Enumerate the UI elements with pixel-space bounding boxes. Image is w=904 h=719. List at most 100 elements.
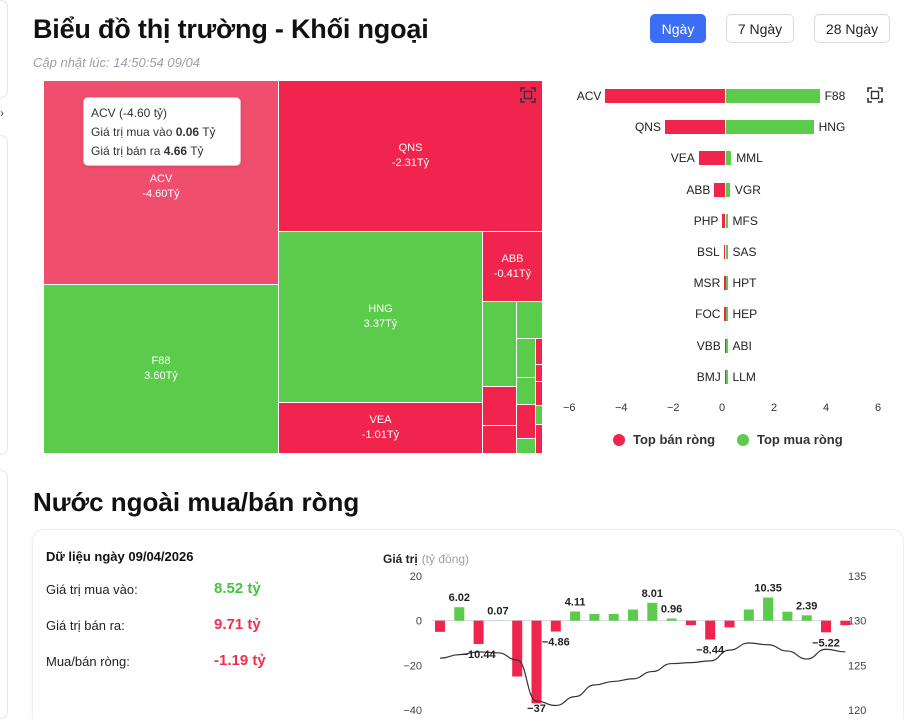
bar-sell-bsl[interactable] (723, 245, 726, 259)
net-section-title: Nước ngoài mua/bán ròng (33, 487, 360, 517)
bar-sell-msr[interactable] (724, 276, 726, 291)
bar-buy-mfs[interactable] (726, 213, 728, 228)
treemap-tile-small[interactable] (535, 364, 543, 382)
y2-axis-tick: 120 (848, 705, 866, 717)
bar-buy-sas[interactable] (726, 245, 728, 259)
bar-buy-vgr[interactable] (726, 182, 730, 197)
bar-label-sell: ACV (576, 89, 602, 103)
net-bar[interactable] (705, 620, 716, 640)
range-button-day[interactable]: Ngày (650, 14, 706, 43)
treemap-tile-small[interactable] (516, 338, 536, 378)
treemap-tile-small[interactable] (482, 425, 517, 454)
bar-sell-vbb[interactable] (724, 338, 727, 353)
net-bar[interactable] (840, 620, 851, 626)
net-bar[interactable] (531, 620, 542, 704)
data-label: 2.39 (796, 600, 817, 612)
net-bar[interactable] (724, 620, 735, 628)
data-label: 10.35 (754, 583, 782, 595)
y2-axis-tick: 130 (848, 616, 866, 628)
net-bar[interactable] (435, 620, 445, 632)
y-axis-tick: −20 (403, 660, 422, 672)
net-bar[interactable] (628, 609, 638, 621)
updated-time: Cập nhật lúc: 14:50:54 09/04 (33, 55, 200, 70)
net-bar[interactable] (589, 613, 600, 621)
bar-label-buy: SAS (732, 245, 757, 259)
net-bar[interactable] (782, 611, 793, 621)
net-bar[interactable] (763, 597, 774, 621)
treemap-tile-vea[interactable]: VEA -1.01Tỷ (278, 402, 483, 454)
net-panel (32, 529, 904, 719)
treemap-tile-qns[interactable]: QNS -2.31Tỷ (278, 80, 543, 232)
net-bar[interactable] (454, 607, 465, 621)
bar-label-buy: HNG (818, 120, 846, 135)
bar-buy-llm[interactable] (726, 369, 728, 384)
bar-sell-acv[interactable] (605, 89, 725, 103)
treemap-tile-small[interactable] (482, 301, 517, 387)
net-bar[interactable] (743, 609, 754, 621)
net-bar[interactable] (570, 611, 581, 621)
bar-buy-abi[interactable] (726, 338, 728, 353)
bar-buy-hpt[interactable] (726, 276, 728, 291)
bar-label-buy: VGR (734, 182, 761, 197)
net-bar[interactable] (666, 618, 677, 621)
treemap-tile-small[interactable] (535, 405, 543, 425)
expand-icon[interactable] (867, 87, 883, 103)
expand-icon[interactable] (520, 87, 536, 103)
treemap-tile-small[interactable] (516, 438, 536, 454)
treemap-tile-small[interactable] (482, 386, 517, 426)
treemap-tile-abb[interactable]: ABB -0.41Tỷ (482, 231, 543, 302)
buy-label: Giá trị mua vào: (46, 582, 138, 597)
y2-axis-tick: 135 (848, 571, 866, 583)
legend-buy[interactable]: Top mua ròng (737, 432, 843, 447)
data-date: Dữ liệu ngày 09/04/2026 (46, 549, 194, 564)
net-bar[interactable] (550, 620, 561, 632)
treemap-tile-small[interactable] (516, 301, 543, 339)
bar-label-sell: BSL (697, 245, 720, 259)
treemap-tile-small[interactable] (516, 377, 536, 405)
treemap-tile-f88[interactable]: F88 3.60Tỷ (43, 284, 279, 454)
bar-buy-mml[interactable] (726, 151, 732, 166)
net-bar[interactable] (512, 620, 523, 677)
treemap-tile-hng[interactable]: HNG 3.37Tỷ (278, 231, 483, 403)
sell-value: 9.71 tỷ (214, 616, 261, 633)
tile-value: -2.31Tỷ (391, 157, 430, 169)
net-bar[interactable] (821, 620, 831, 633)
net-label: Mua/bán ròng: (46, 654, 130, 669)
bar-sell-abb[interactable] (714, 182, 725, 197)
y2-axis-tick: 125 (848, 660, 866, 672)
tile-name: VEA (369, 414, 392, 426)
x-axis-tick: −2 (667, 402, 680, 414)
bar-sell-vea[interactable] (698, 151, 725, 166)
bar-buy-hng[interactable] (726, 120, 814, 135)
range-button-28-days[interactable]: 28 Ngày (814, 14, 890, 43)
treemap-tile-small[interactable] (535, 338, 543, 365)
legend-sell[interactable]: Top bán ròng (613, 432, 715, 447)
index-line (439, 642, 846, 707)
data-label: 0.96 (661, 604, 682, 616)
treemap-tile-small[interactable] (516, 404, 536, 439)
data-label: 0.07 (487, 606, 508, 618)
tile-name: QNS (398, 142, 423, 154)
net-bar[interactable] (685, 620, 696, 626)
bar-sell-qns[interactable] (664, 120, 725, 135)
bar-sell-bmj[interactable] (724, 369, 727, 384)
tile-value: -4.60Tỷ (142, 187, 180, 200)
bar-sell-foc[interactable] (724, 307, 726, 322)
left-edge-cards: › (0, 0, 10, 719)
bar-label-buy: HEP (732, 307, 758, 322)
tile-name: HNG (368, 303, 393, 315)
chevron-right-icon[interactable]: › (0, 106, 4, 120)
left-card (0, 135, 8, 455)
net-bar[interactable] (473, 620, 484, 644)
net-bar[interactable] (647, 602, 658, 621)
bar-buy-f88[interactable] (726, 89, 820, 103)
bar-buy-hep[interactable] (726, 307, 728, 322)
treemap-tile-small[interactable] (535, 381, 543, 406)
tooltip-buy-value: 0.06 (175, 125, 200, 139)
net-bar[interactable] (608, 613, 619, 621)
net-bar[interactable] (801, 615, 812, 621)
page-title: Biểu đồ thị trường - Khối ngoại (33, 14, 429, 44)
bar-sell-php[interactable] (722, 213, 725, 228)
treemap-tile-small[interactable] (535, 424, 543, 454)
range-button-7-days[interactable]: 7 Ngày (726, 14, 794, 43)
